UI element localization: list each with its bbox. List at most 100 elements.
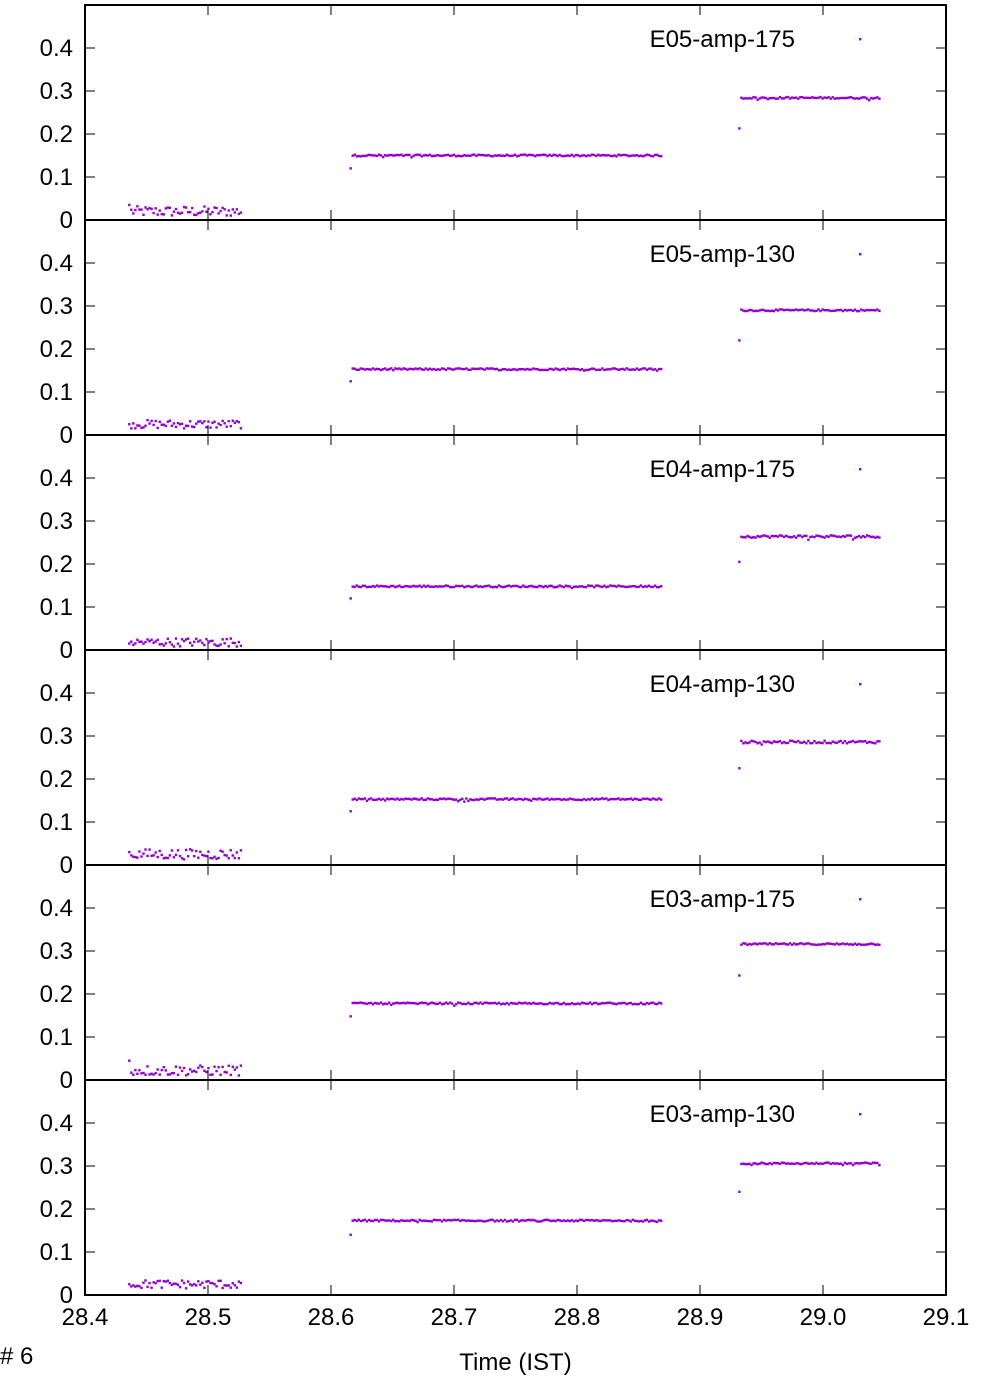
panel-frame bbox=[84, 649, 947, 866]
data-point bbox=[586, 154, 590, 157]
data-point bbox=[513, 1218, 517, 1222]
data-point bbox=[623, 1219, 626, 1223]
data-point bbox=[794, 536, 798, 539]
data-point bbox=[645, 1218, 649, 1222]
data-point bbox=[477, 153, 480, 156]
data-point bbox=[402, 1219, 405, 1223]
data-point bbox=[764, 942, 767, 945]
data-point bbox=[442, 1002, 446, 1005]
data-point bbox=[485, 1219, 488, 1223]
data-point bbox=[201, 1281, 204, 1285]
data-point bbox=[201, 1065, 204, 1069]
data-point bbox=[799, 1162, 802, 1166]
data-point bbox=[377, 1002, 381, 1005]
data-point bbox=[752, 942, 755, 945]
data-point bbox=[365, 799, 369, 802]
data-point bbox=[154, 640, 157, 643]
data-point bbox=[363, 1218, 367, 1221]
data-point bbox=[825, 1161, 828, 1164]
data-point bbox=[866, 741, 869, 745]
data-point bbox=[532, 797, 535, 801]
data-point bbox=[416, 1220, 419, 1224]
data-point bbox=[483, 1001, 486, 1004]
data-point bbox=[410, 367, 413, 371]
data-point bbox=[643, 797, 647, 801]
data-point bbox=[778, 1162, 782, 1166]
data-point bbox=[878, 943, 881, 947]
data-point bbox=[532, 585, 535, 588]
data-point bbox=[213, 1282, 216, 1286]
data-point bbox=[221, 638, 224, 641]
data-point bbox=[845, 1162, 849, 1166]
data-point bbox=[459, 1219, 462, 1223]
data-point bbox=[621, 797, 624, 801]
data-point bbox=[355, 1219, 358, 1223]
data-point bbox=[501, 368, 505, 371]
data-point bbox=[643, 367, 647, 370]
data-point bbox=[424, 585, 427, 588]
data-point bbox=[507, 798, 511, 802]
data-point bbox=[803, 309, 806, 312]
data-point bbox=[491, 1001, 494, 1005]
data-point bbox=[473, 584, 476, 588]
data-point bbox=[649, 367, 653, 370]
data-point bbox=[434, 1218, 438, 1222]
data-point bbox=[829, 942, 832, 945]
data-point bbox=[219, 209, 222, 213]
data-point bbox=[237, 857, 241, 860]
data-point bbox=[483, 154, 486, 157]
data-point bbox=[390, 797, 393, 801]
data-point bbox=[132, 1284, 135, 1287]
data-point bbox=[156, 1068, 159, 1071]
data-point bbox=[794, 308, 798, 311]
data-point bbox=[367, 798, 371, 801]
data-point bbox=[792, 740, 796, 743]
data-point bbox=[768, 1161, 772, 1165]
data-point bbox=[392, 797, 395, 801]
data-point bbox=[507, 1219, 511, 1223]
data-point bbox=[235, 1286, 239, 1289]
data-point bbox=[754, 1162, 757, 1165]
data-point bbox=[809, 96, 812, 100]
data-point bbox=[408, 797, 411, 801]
data-point bbox=[857, 740, 861, 743]
data-point bbox=[172, 645, 176, 648]
data-point bbox=[740, 943, 743, 946]
data-point bbox=[446, 1218, 450, 1222]
data-point bbox=[801, 535, 804, 539]
data-point bbox=[365, 154, 369, 157]
data-point bbox=[762, 308, 765, 312]
data-point bbox=[633, 1219, 637, 1222]
data-point bbox=[532, 1218, 535, 1222]
data-point bbox=[515, 155, 519, 158]
data-point bbox=[485, 367, 488, 370]
data-point bbox=[837, 740, 841, 743]
data-point bbox=[524, 1219, 527, 1222]
data-point bbox=[130, 427, 133, 430]
data-point bbox=[197, 1280, 200, 1283]
data-point bbox=[780, 741, 784, 745]
data-point bbox=[148, 1281, 151, 1285]
data-point bbox=[517, 797, 521, 801]
data-point bbox=[550, 1002, 553, 1005]
data-point bbox=[430, 798, 434, 801]
legend-marker bbox=[859, 898, 862, 901]
panel-frame bbox=[84, 864, 947, 1081]
data-point bbox=[386, 154, 389, 157]
data-point bbox=[578, 1218, 582, 1221]
data-point bbox=[479, 1001, 482, 1004]
data-point bbox=[457, 367, 460, 370]
data-point bbox=[195, 637, 198, 640]
data-point bbox=[491, 367, 494, 370]
data-point bbox=[190, 206, 194, 210]
y-tick-label: 0.4 bbox=[40, 1110, 73, 1137]
data-point bbox=[857, 309, 861, 313]
data-point bbox=[406, 368, 409, 371]
data-point bbox=[188, 1068, 192, 1071]
data-point bbox=[515, 368, 519, 372]
data-point bbox=[845, 942, 849, 945]
data-point bbox=[590, 797, 594, 800]
data-point bbox=[485, 1001, 488, 1004]
data-point bbox=[540, 1002, 543, 1005]
data-point bbox=[225, 854, 228, 857]
